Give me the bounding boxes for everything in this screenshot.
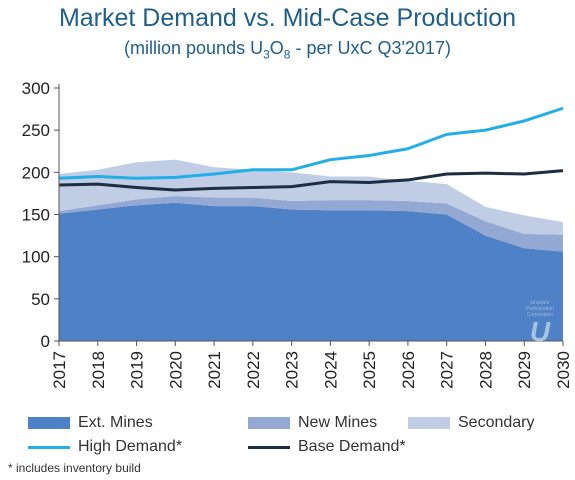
y-tick-label: 0 xyxy=(41,332,50,351)
company-logo: Uranium Participation Corporation U xyxy=(526,300,554,347)
x-tick-label: 2017 xyxy=(50,351,69,389)
y-tick-label: 250 xyxy=(22,121,50,140)
line-series-high-demand- xyxy=(58,106,564,180)
y-tick-label: 100 xyxy=(22,248,50,267)
x-tick-label: 2023 xyxy=(283,351,302,389)
line-series-base-demand- xyxy=(58,169,564,192)
area-layers xyxy=(59,159,563,341)
chart-title: Market Demand vs. Mid-Case Production xyxy=(58,4,517,32)
x-tick-label: 2020 xyxy=(166,351,185,389)
y-tick-label: 200 xyxy=(22,163,50,182)
chart-subtitle: (million pounds U3O8 - per UxC Q3'2017) xyxy=(124,38,451,62)
y-tick-label: 50 xyxy=(31,290,50,309)
x-tick-label: 2027 xyxy=(438,351,457,389)
x-tick-label: 2024 xyxy=(321,351,340,389)
x-tick-label: 2030 xyxy=(554,351,573,389)
x-tick-label: 2029 xyxy=(515,351,534,389)
x-tick-label: 2022 xyxy=(244,351,263,389)
x-tick-label: 2025 xyxy=(360,351,379,389)
x-tick-label: 2018 xyxy=(89,351,108,389)
area-series-ext-mines xyxy=(59,202,563,341)
y-tick-label: 150 xyxy=(22,206,50,225)
area-series-secondary xyxy=(59,159,563,235)
x-tick-label: 2026 xyxy=(399,351,418,389)
demand-lines xyxy=(58,106,564,192)
x-tick-label: 2019 xyxy=(128,351,147,389)
x-tick-label: 2028 xyxy=(476,351,495,389)
axes: 0 50 100 150 200 250 300 2017 2018 2019 2020 2021 20… xyxy=(22,79,573,389)
y-tick-label: 300 xyxy=(22,79,50,98)
footnote: * includes inventory build xyxy=(8,461,141,475)
area-series-new-mines xyxy=(59,195,563,252)
x-tick-label: 2021 xyxy=(205,351,224,389)
